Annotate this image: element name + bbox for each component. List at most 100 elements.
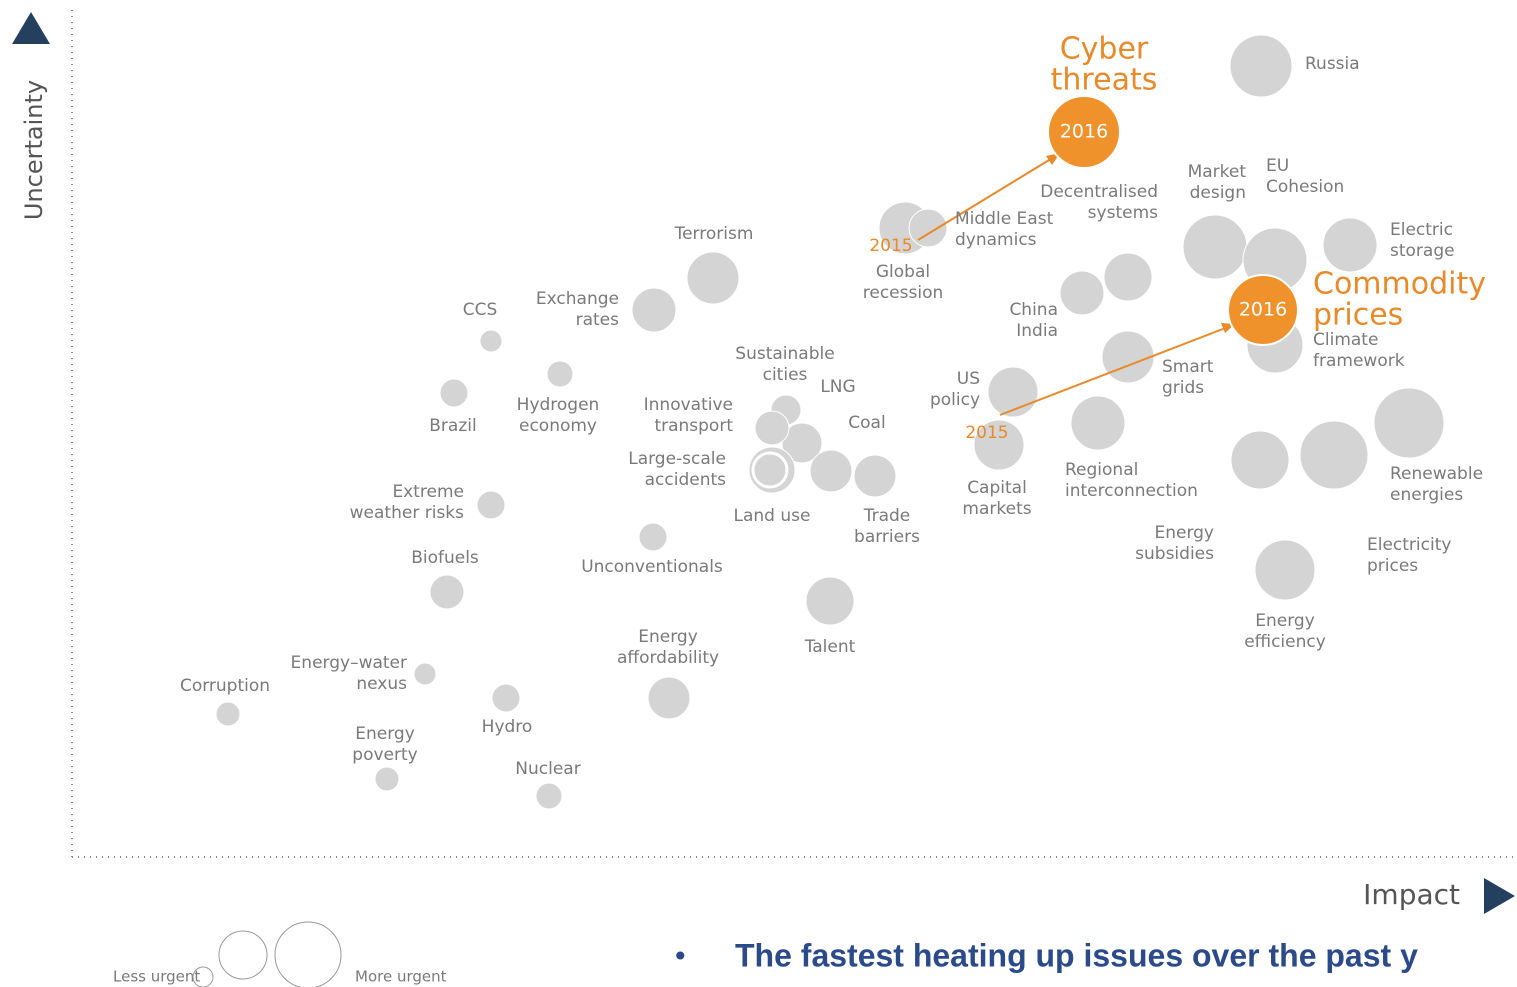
bubble-label: Terrorism — [674, 224, 754, 244]
bubble — [476, 490, 506, 520]
legend-label: More urgent — [355, 968, 447, 986]
bubble — [853, 454, 897, 498]
bubble — [491, 683, 521, 713]
bubble-label: Talent — [804, 637, 856, 657]
bubble — [754, 410, 790, 446]
y-arrow — [12, 12, 50, 44]
bubble-label: barriers — [854, 527, 920, 547]
bubble — [413, 662, 437, 686]
bubble-label: prices — [1367, 556, 1418, 576]
highlight-bubble — [1227, 274, 1299, 346]
bubble-label: Energy — [355, 724, 415, 744]
bubble — [805, 576, 855, 626]
bubble-label: markets — [962, 499, 1031, 519]
bubble-label: cities — [763, 365, 808, 385]
y-axis-label: Uncertainty — [20, 80, 48, 220]
bubble-label: Unconventionals — [581, 557, 723, 577]
bubble — [908, 208, 948, 248]
bubble-label: transport — [654, 416, 733, 436]
bubble-label: Middle East — [955, 209, 1054, 229]
bubble — [809, 449, 853, 493]
bubble-label: design — [1190, 183, 1246, 203]
bubble — [647, 676, 691, 720]
bubble-label: accidents — [645, 470, 727, 490]
x-axis-label: Impact — [1363, 878, 1460, 911]
bubble — [751, 451, 789, 489]
bubble-label: systems — [1088, 203, 1158, 223]
bubble-label: dynamics — [955, 230, 1037, 250]
bubble-label: Smart — [1162, 357, 1214, 377]
bubble — [631, 287, 677, 333]
bubble-label: energies — [1390, 485, 1463, 505]
bubble — [781, 422, 823, 464]
bubble-label: Land use — [734, 506, 811, 526]
bubble-label: Large-scale — [628, 449, 726, 469]
bubble — [1103, 252, 1153, 302]
bubble-label: India — [1016, 321, 1058, 341]
bubble — [1373, 387, 1445, 459]
bubble-label: US — [957, 369, 980, 389]
bubble-year: 2016 — [1239, 299, 1287, 321]
bubble-label: efficiency — [1244, 632, 1326, 652]
bubble-label: framework — [1313, 351, 1405, 371]
bubble-label: China — [1009, 300, 1058, 320]
bubble-label: CCS — [463, 300, 498, 320]
bubble-label: Electricity — [1367, 535, 1451, 555]
bubble-label: EU — [1266, 156, 1289, 176]
bubble — [1322, 217, 1378, 273]
bubble-label: Extreme — [392, 482, 464, 502]
bubble — [1059, 270, 1105, 316]
bubble-label: Market — [1188, 162, 1247, 182]
legend-circle — [274, 921, 342, 987]
x-arrow — [1484, 878, 1515, 914]
bubble-label: prices — [1313, 298, 1403, 333]
bubble-label: Exchange — [536, 289, 619, 309]
bubble — [1299, 420, 1369, 490]
legend-circle — [218, 930, 268, 980]
bubble-label: Capital — [967, 478, 1027, 498]
bubble — [638, 522, 668, 552]
bubble — [535, 782, 563, 810]
bubble-label: Climate — [1313, 330, 1378, 350]
bubble-label: policy — [930, 390, 980, 410]
legend-label: Less urgent — [113, 968, 200, 986]
bubbles — [215, 34, 1445, 810]
bubble — [1254, 539, 1316, 601]
highlight-bubble — [1047, 95, 1121, 169]
bubble — [1101, 330, 1155, 384]
bubble — [429, 574, 465, 610]
bubble — [374, 766, 400, 792]
arrow — [999, 326, 1229, 416]
bubble-label: recession — [863, 283, 944, 303]
bubble-label: Hydro — [482, 717, 533, 737]
bullet-dot: • — [672, 940, 689, 973]
year-label: 2015 — [965, 423, 1008, 443]
bubble-label: grids — [1162, 378, 1204, 398]
bubble-label: Energy — [1154, 523, 1214, 543]
bubble-label: Energy — [638, 627, 698, 647]
bubble-label: Global — [876, 262, 930, 282]
bubble-label: interconnection — [1065, 481, 1198, 501]
bubble-label: Cyber — [1060, 32, 1149, 67]
bubble-label: Corruption — [180, 676, 270, 696]
arrow — [917, 156, 1055, 241]
bubble-label: Biofuels — [411, 548, 479, 568]
bubble-label: Energy — [1255, 611, 1315, 631]
bubble-label: nexus — [356, 674, 407, 694]
bubble-label: rates — [576, 310, 620, 330]
bubble — [1182, 214, 1248, 280]
bubble — [546, 360, 574, 388]
bubble-label: Hydrogen — [517, 395, 600, 415]
bubble-label: Trade — [863, 506, 911, 526]
bubble-label: storage — [1390, 241, 1455, 261]
bubble-label: Brazil — [429, 416, 476, 436]
bubble-label: LNG — [820, 377, 855, 397]
bubble-label: subsidies — [1135, 544, 1214, 564]
bubble-label: affordability — [617, 648, 719, 668]
bubble-label: Renewable — [1390, 464, 1483, 484]
bubble — [686, 251, 740, 305]
bubble-year: 2016 — [1060, 121, 1108, 143]
bubble-label: Commodity — [1313, 267, 1486, 302]
bubble-label: Russia — [1305, 54, 1360, 74]
bubble-label: Cohesion — [1266, 177, 1344, 197]
